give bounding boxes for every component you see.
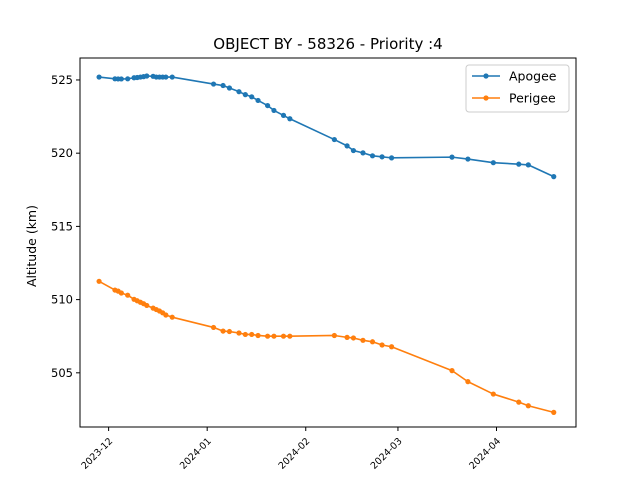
data-point-perigee bbox=[226, 328, 233, 335]
data-point-perigee bbox=[516, 399, 522, 405]
data-point-apogee bbox=[236, 89, 242, 95]
series-perigee bbox=[96, 278, 557, 415]
data-point-perigee bbox=[379, 342, 385, 348]
data-point-apogee bbox=[449, 154, 455, 160]
data-point-perigee bbox=[236, 330, 242, 336]
data-point-perigee bbox=[169, 314, 175, 320]
data-point-perigee bbox=[551, 409, 557, 415]
data-point-perigee bbox=[465, 379, 471, 385]
data-point-perigee bbox=[271, 333, 277, 339]
data-point-perigee bbox=[331, 332, 337, 339]
data-point-perigee bbox=[449, 368, 455, 374]
data-point-apogee bbox=[465, 156, 471, 162]
data-point-apogee bbox=[551, 174, 557, 180]
data-point-perigee bbox=[280, 333, 287, 339]
data-point-apogee bbox=[220, 82, 226, 89]
data-point-apogee bbox=[242, 92, 248, 98]
data-point-perigee bbox=[525, 403, 531, 409]
data-point-perigee bbox=[125, 292, 131, 298]
data-point-apogee bbox=[255, 97, 261, 104]
data-point-perigee bbox=[344, 334, 350, 340]
data-point-perigee bbox=[96, 278, 102, 284]
data-point-apogee bbox=[379, 154, 385, 160]
data-point-apogee bbox=[118, 76, 124, 82]
legend-label-apogee: Apogee bbox=[509, 69, 557, 84]
data-point-perigee bbox=[369, 339, 376, 345]
data-point-apogee bbox=[280, 112, 287, 118]
data-point-apogee bbox=[516, 161, 522, 167]
data-point-perigee bbox=[249, 331, 255, 338]
data-point-perigee bbox=[388, 344, 395, 350]
data-point-perigee bbox=[210, 324, 217, 331]
data-point-apogee bbox=[350, 147, 357, 154]
data-point-apogee bbox=[490, 160, 496, 166]
data-point-apogee bbox=[271, 107, 277, 114]
y-axis-label: Altitude (km) bbox=[24, 205, 39, 287]
data-point-apogee bbox=[525, 162, 531, 168]
data-point-apogee bbox=[249, 94, 255, 100]
legend-marker-apogee bbox=[483, 73, 489, 79]
data-point-apogee bbox=[287, 116, 293, 122]
data-point-apogee bbox=[210, 81, 217, 87]
y-tick-label: 520 bbox=[51, 146, 73, 160]
data-point-perigee bbox=[144, 302, 150, 309]
data-point-perigee bbox=[255, 332, 261, 339]
data-point-apogee bbox=[163, 74, 169, 80]
legend-item-perigee: Perigee bbox=[472, 91, 556, 106]
plot-area bbox=[96, 73, 557, 415]
data-point-perigee bbox=[490, 391, 496, 397]
data-point-perigee bbox=[350, 335, 357, 341]
data-point-perigee bbox=[220, 328, 226, 334]
data-point-apogee bbox=[388, 155, 395, 161]
data-point-apogee bbox=[369, 153, 376, 159]
data-point-apogee bbox=[226, 85, 233, 91]
y-tick-label: 515 bbox=[51, 219, 73, 233]
y-tick-label: 510 bbox=[51, 293, 73, 307]
legend: Apogee Perigee bbox=[465, 64, 570, 113]
data-point-perigee bbox=[264, 333, 271, 339]
data-point-perigee bbox=[287, 333, 293, 339]
y-tick-label: 525 bbox=[51, 73, 73, 87]
legend-item-apogee: Apogee bbox=[472, 69, 557, 84]
data-point-apogee bbox=[96, 74, 102, 80]
axes-frame bbox=[79, 57, 577, 428]
data-point-perigee bbox=[242, 331, 248, 338]
data-point-apogee bbox=[360, 150, 366, 156]
y-axis: 505 510 515 520 525 bbox=[51, 73, 80, 380]
data-point-perigee bbox=[118, 290, 124, 296]
y-tick-label: 505 bbox=[51, 366, 73, 380]
data-point-apogee bbox=[264, 102, 271, 109]
data-point-apogee bbox=[169, 74, 175, 80]
series-apogee bbox=[96, 73, 557, 180]
data-point-perigee bbox=[360, 337, 366, 343]
data-point-apogee bbox=[144, 73, 150, 79]
data-point-apogee bbox=[125, 76, 131, 82]
data-point-perigee bbox=[163, 312, 169, 318]
legend-label-perigee: Perigee bbox=[509, 91, 556, 106]
legend-marker-perigee bbox=[483, 95, 489, 101]
chart-title: OBJECT BY - 58326 - Priority :4 bbox=[213, 35, 442, 53]
data-point-apogee bbox=[344, 143, 350, 149]
data-point-apogee bbox=[331, 136, 337, 143]
